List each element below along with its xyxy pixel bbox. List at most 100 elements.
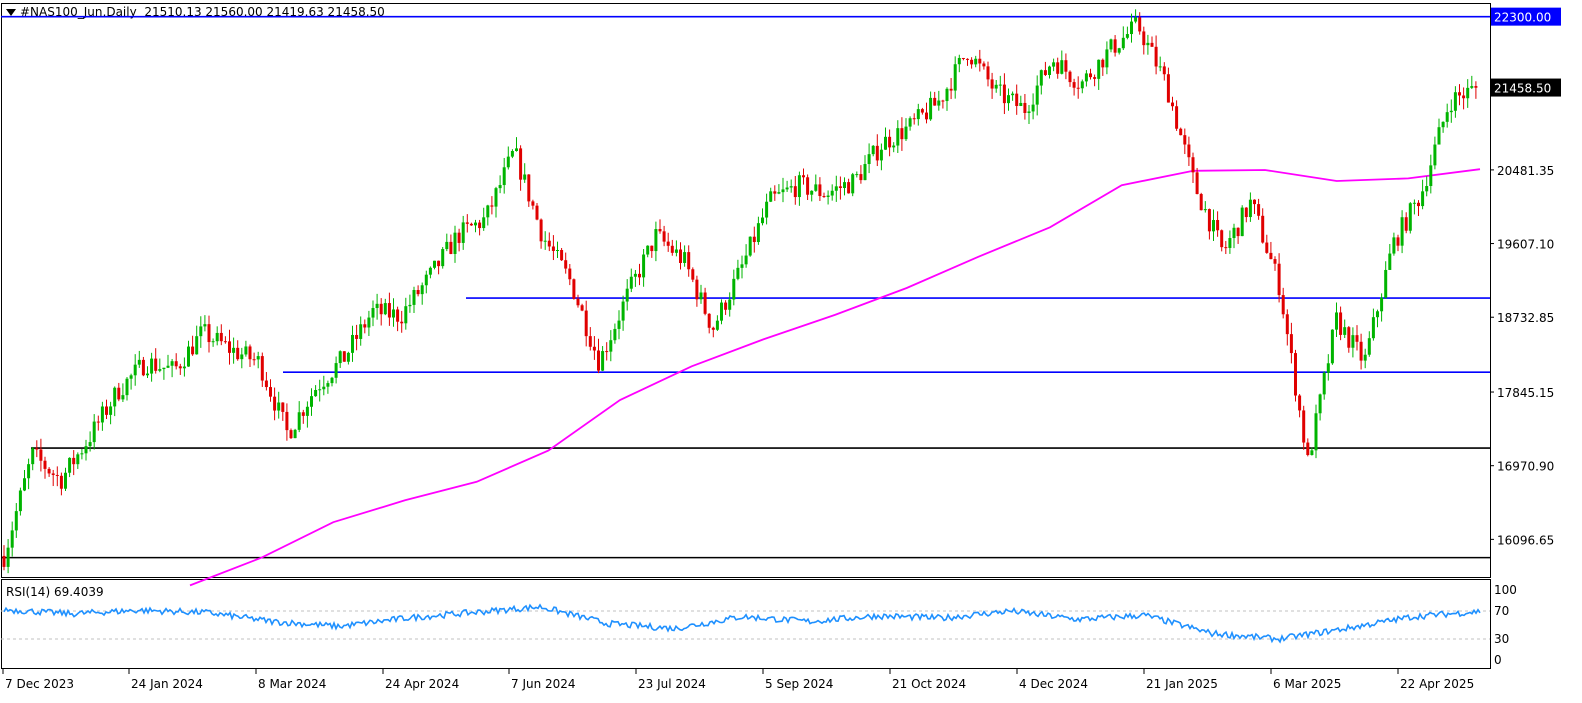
candle (1220, 229, 1224, 252)
rsi-label: RSI(14) 69.4039 (6, 585, 104, 599)
candle (646, 245, 650, 258)
dropdown-triangle-icon[interactable] (6, 9, 16, 16)
candle (433, 260, 436, 270)
candle (748, 236, 752, 257)
price-axis: 16096.65 16970.90 17845.15 18732.85 19607.10… (1490, 7, 1561, 547)
candle (1285, 309, 1289, 346)
candle (666, 232, 670, 252)
candle (707, 313, 711, 334)
candle (289, 428, 293, 440)
candle (285, 403, 289, 441)
candle (367, 310, 371, 336)
candle (256, 351, 260, 369)
candle (527, 174, 531, 207)
rsi-layer: 100 70 30 0 (1, 583, 1517, 667)
candle (178, 363, 182, 375)
candle (400, 310, 404, 333)
candle (314, 385, 318, 397)
candle (884, 127, 887, 150)
candle (584, 300, 588, 347)
candle (1265, 234, 1269, 254)
candle (18, 487, 22, 516)
candle (1240, 205, 1244, 237)
candle (1408, 202, 1412, 234)
candle (994, 79, 998, 93)
candle (31, 446, 35, 471)
candle (39, 438, 43, 472)
candle (1445, 103, 1449, 128)
candle (1224, 240, 1228, 255)
candle (650, 245, 654, 258)
candle (953, 56, 957, 99)
candle (1175, 100, 1179, 131)
candle (1458, 84, 1461, 106)
candle (654, 221, 658, 262)
candle (64, 467, 67, 491)
candle (1453, 86, 1457, 118)
candle (449, 234, 453, 255)
candle (1109, 38, 1113, 53)
candle (203, 315, 207, 332)
candle (420, 282, 424, 305)
candle (1236, 227, 1240, 244)
candle (228, 329, 231, 365)
candle (215, 326, 219, 346)
candle (92, 414, 96, 450)
candle (1121, 26, 1125, 51)
candle (1076, 76, 1080, 99)
candle (244, 340, 248, 357)
rsi-panel[interactable] (1, 579, 1491, 669)
candle (1166, 67, 1170, 103)
candle (715, 315, 719, 331)
candle (888, 129, 892, 157)
candle (949, 78, 953, 100)
candle (1031, 93, 1035, 120)
candle (982, 61, 986, 70)
candle (379, 298, 383, 326)
candle (658, 219, 662, 234)
candle (1376, 309, 1379, 328)
current-price-label: 21458.50 (1494, 82, 1551, 96)
date-tick-label: 22 Apr 2025 (1400, 677, 1474, 691)
candle (51, 469, 55, 487)
candle (1335, 302, 1338, 337)
candle (453, 225, 457, 263)
candle (892, 142, 896, 153)
rsi-axis-label: 70 (1494, 604, 1509, 618)
candle (334, 356, 338, 384)
candle (277, 391, 281, 419)
candle (248, 344, 252, 368)
candle (1437, 118, 1441, 145)
candle (1289, 322, 1293, 364)
candle (670, 239, 674, 256)
candle (469, 222, 473, 226)
candle (129, 373, 133, 390)
candle (1084, 70, 1088, 87)
rsi-axis-label: 100 (1494, 583, 1517, 597)
candle (724, 300, 728, 315)
price-panel[interactable] (1, 3, 1491, 578)
candle (1412, 199, 1416, 215)
candle (363, 319, 367, 334)
candle (490, 196, 494, 215)
candle (1253, 199, 1256, 214)
candle (937, 90, 941, 111)
candle (351, 325, 354, 362)
candle (404, 297, 408, 330)
candle (1474, 81, 1478, 99)
candle (1359, 333, 1363, 370)
date-tick-label: 4 Dec 2024 (1019, 677, 1088, 691)
candle (1134, 9, 1138, 24)
date-tick-label: 7 Dec 2023 (5, 677, 74, 691)
candle (728, 292, 732, 317)
candle (416, 285, 420, 297)
candle (14, 503, 18, 538)
candle (100, 401, 104, 431)
candle (957, 54, 961, 73)
candle (830, 184, 834, 201)
candle (301, 409, 305, 424)
candle (240, 347, 244, 369)
candle (1187, 136, 1191, 166)
candle (576, 294, 580, 308)
